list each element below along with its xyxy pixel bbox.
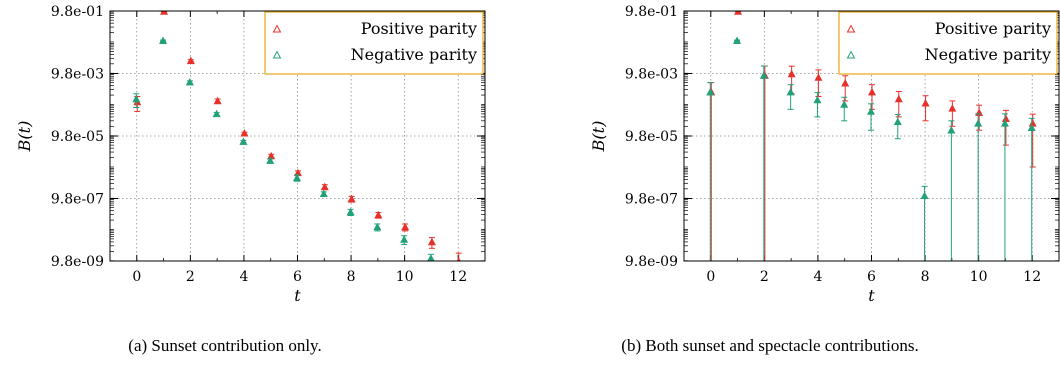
data-point <box>456 257 461 261</box>
y-tick-label: 9.8e-01 <box>51 4 104 20</box>
data-point <box>401 222 410 231</box>
data-point <box>975 108 984 116</box>
series-group <box>132 11 462 261</box>
data-point <box>213 96 222 105</box>
data-point <box>733 36 742 44</box>
x-tick-label: 2 <box>186 269 195 285</box>
x-tick-label: 10 <box>970 269 988 285</box>
y-tick-label: 9.8e-03 <box>625 67 678 83</box>
y-tick-label: 9.8e-05 <box>51 129 104 145</box>
data-point <box>787 69 796 78</box>
x-tick-label: 8 <box>921 269 930 285</box>
legend-label: Positive parity <box>935 19 1051 38</box>
data-point <box>212 109 221 118</box>
data-point <box>921 99 930 107</box>
x-tick-label: 0 <box>706 269 715 285</box>
y-tick-label: 9.8e-09 <box>51 254 104 270</box>
x-tick-label: 4 <box>813 269 822 285</box>
data-point <box>841 79 850 87</box>
x-tick-label: 8 <box>347 269 356 285</box>
plot-frame <box>683 10 1060 262</box>
data-point <box>813 95 822 104</box>
data-point <box>347 194 356 203</box>
x-tick-label: 0 <box>132 269 141 285</box>
y-axis-label: B(t) <box>15 121 34 153</box>
legend-box <box>838 11 1058 75</box>
data-point <box>186 56 195 65</box>
data-point <box>373 222 382 231</box>
plot-frame <box>109 10 486 262</box>
y-tick-label: 9.8e-01 <box>625 4 678 20</box>
legend-marker <box>846 50 856 59</box>
y-tick-label: 9.8e-05 <box>625 129 678 145</box>
data-point <box>427 254 435 261</box>
legend-marker <box>272 50 282 59</box>
series-group <box>706 11 1037 261</box>
x-tick-label: 6 <box>867 269 876 285</box>
data-point <box>319 189 328 197</box>
chart-panel-a: 9.8e-09 9.8e-07 9.8e-05 9.8e-03 9.8e-01 0 2 4 6 8… <box>15 4 486 305</box>
data-point <box>947 126 956 134</box>
data-point <box>948 104 957 112</box>
x-tick-label: 2 <box>760 269 769 285</box>
data-point <box>814 73 823 81</box>
data-point <box>866 107 876 115</box>
x-axis-label: t <box>294 286 301 305</box>
x-tick-label: 6 <box>293 269 302 285</box>
data-point <box>159 36 168 44</box>
y-axis-label: B(t) <box>589 121 608 153</box>
data-point <box>706 87 715 96</box>
legend-marker <box>272 24 282 33</box>
chart-panel-b: 9.8e-09 9.8e-07 9.8e-05 9.8e-03 9.8e-01 0 2 4 6 8… <box>589 4 1060 305</box>
y-tick-label: 9.8e-09 <box>625 254 678 270</box>
data-point <box>400 235 409 243</box>
data-point <box>374 210 383 219</box>
data-point <box>239 137 248 145</box>
legend-box <box>264 11 484 75</box>
y-tick-label: 9.8e-03 <box>51 67 104 83</box>
data-point <box>840 100 849 108</box>
data-point <box>786 87 795 96</box>
data-point <box>267 151 276 160</box>
data-point <box>427 237 436 246</box>
data-point <box>1027 123 1036 132</box>
data-point <box>1028 119 1037 127</box>
x-tick-label: 4 <box>239 269 248 285</box>
data-point <box>346 207 355 216</box>
x-tick-label: 12 <box>449 269 467 285</box>
data-point <box>759 71 768 79</box>
data-point <box>266 156 275 164</box>
x-tick-label: 10 <box>396 269 414 285</box>
legend-label: Negative parity <box>925 45 1051 64</box>
x-tick-label: 12 <box>1023 269 1041 285</box>
data-point <box>894 94 903 103</box>
data-point <box>1001 114 1010 123</box>
data-point <box>1000 119 1009 127</box>
x-axis-label: t <box>868 286 875 305</box>
y-tick-label: 9.8e-07 <box>625 192 678 208</box>
caption-b: (b) Both sunset and spectacle contributi… <box>621 336 919 355</box>
data-point <box>240 129 249 137</box>
data-point <box>292 173 302 182</box>
data-point <box>893 117 902 126</box>
data-point <box>920 191 929 200</box>
data-point <box>867 87 877 96</box>
legend-label: Positive parity <box>361 19 477 38</box>
data-point <box>185 77 194 86</box>
legend-marker <box>846 24 856 33</box>
y-tick-label: 9.8e-07 <box>51 192 104 208</box>
legend-label: Negative parity <box>351 45 477 64</box>
caption-a: (a) Sunset contribution only. <box>128 336 322 355</box>
data-point <box>974 119 983 127</box>
data-point <box>132 94 141 103</box>
data-point <box>320 182 329 191</box>
